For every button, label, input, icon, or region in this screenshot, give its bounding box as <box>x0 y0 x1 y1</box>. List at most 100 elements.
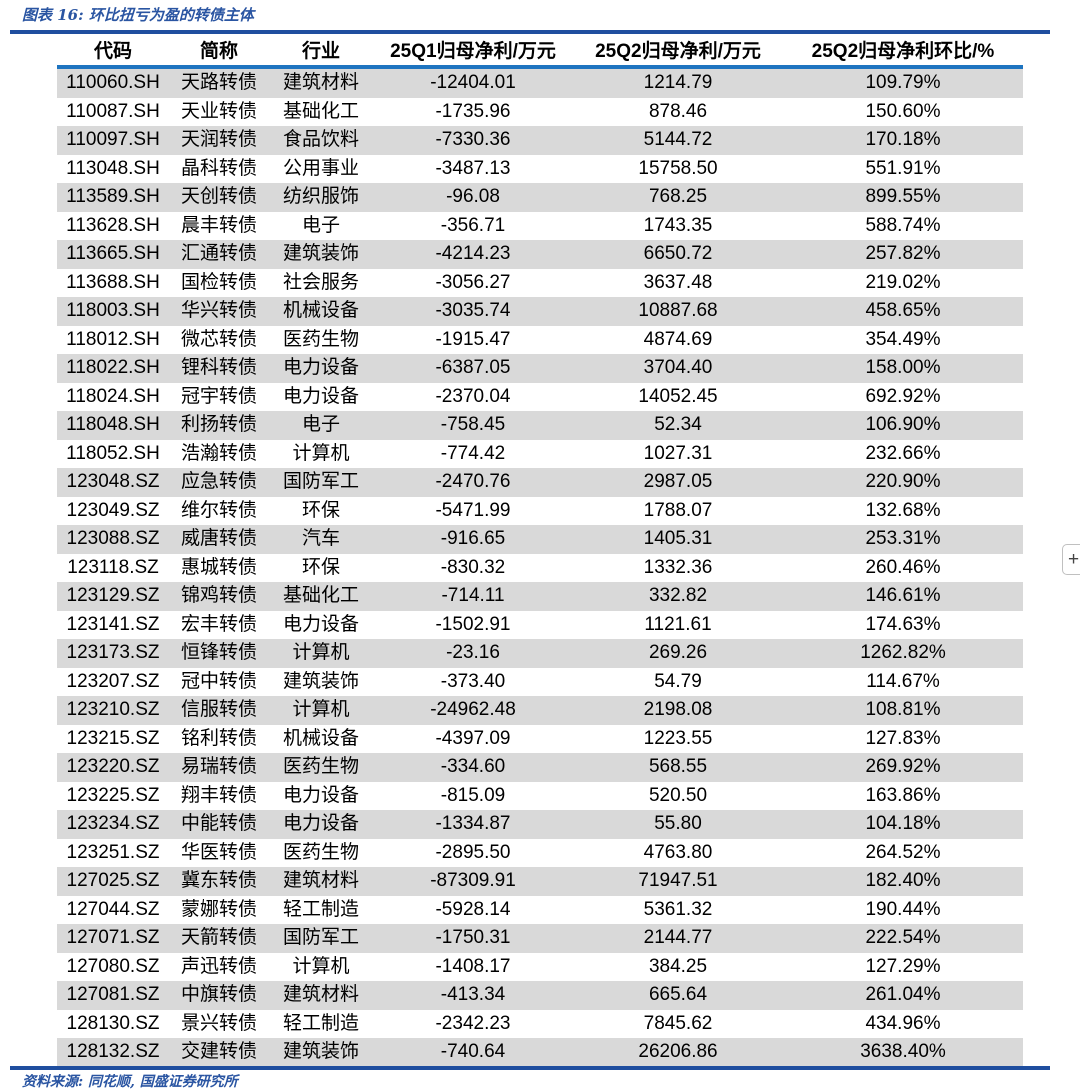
table-cell: -334.60 <box>440 756 506 777</box>
table-cell: 123048.SZ <box>66 471 160 492</box>
table-cell: 电力设备 <box>282 813 359 834</box>
table-cell: 127025.SZ <box>66 870 160 891</box>
table-cell: 113589.SH <box>66 186 160 207</box>
table-cell: 118012.SH <box>66 328 160 350</box>
table-cell: 110087.SH <box>66 100 160 122</box>
table-cell: 医药生物 <box>282 756 359 777</box>
table-cell: 国防军工 <box>282 471 359 492</box>
table-cell: 机械设备 <box>282 300 359 321</box>
table-cell: 华兴转债 <box>180 300 257 321</box>
table-cell: 环保 <box>301 499 340 521</box>
table-cell: 1121.61 <box>644 613 712 635</box>
source-note: 资料来源: 同花顺, 国盛证券研究所 <box>22 1074 238 1090</box>
table-cell: 1332.36 <box>643 556 713 578</box>
table-cell: 260.46% <box>865 556 941 578</box>
table-cell: 轻工制造 <box>282 1012 359 1034</box>
table-cell: 123141.SZ <box>66 613 160 635</box>
table-cell: -24962.48 <box>430 699 516 720</box>
table-cell: -815.09 <box>440 784 506 806</box>
table-cell: -1334.87 <box>435 813 511 834</box>
table-cell: 113688.SH <box>66 271 160 293</box>
table-cell: -96.08 <box>446 186 500 207</box>
table-cell: 588.74% <box>865 214 941 236</box>
table-cell: 123173.SZ <box>66 642 160 663</box>
table-cell: -3487.13 <box>435 157 511 179</box>
table-row: 123141.SZ 宏丰转债 电力设备 -1502.91 1121.61 174.63% <box>57 611 1023 640</box>
table-cell: -4214.23 <box>435 243 511 264</box>
table-row: 127081.SZ 中旗转债 建筑材料 -413.34 665.64 261.04% <box>57 981 1023 1010</box>
table-cell: -5471.99 <box>435 499 511 521</box>
table-cell: -87309.91 <box>430 870 516 891</box>
table-cell: 电力设备 <box>282 357 359 378</box>
table-cell: 翔丰转债 <box>180 784 257 806</box>
table-cell: 基础化工 <box>282 585 359 606</box>
table-cell: -1735.96 <box>435 100 511 122</box>
table-cell: 1788.07 <box>643 499 713 521</box>
table-cell: -4397.09 <box>435 727 511 749</box>
table-cell: 354.49% <box>865 328 941 350</box>
table-cell: 264.52% <box>865 841 941 863</box>
table-cell: -7330.36 <box>435 129 511 150</box>
table-cell: 蒙娜转债 <box>180 898 257 920</box>
table-row: 113665.SH 汇通转债 建筑装饰 -4214.23 6650.72 257.82% <box>57 240 1023 269</box>
data-table: 代码 简称 行业 25Q1归母净利/万元 25Q2归母净利/万元 25Q2归母净利环比/%… <box>57 38 1023 1067</box>
table-cell: 127081.SZ <box>66 984 160 1005</box>
table-cell: -6387.05 <box>435 357 511 378</box>
table-row: 113628.SH 晨丰转债 电子 -356.71 1743.35 588.74% <box>57 212 1023 241</box>
header-cell: 简称 <box>199 41 238 62</box>
table-cell: 电力设备 <box>282 385 359 407</box>
table-row: 127044.SZ 蒙娜转债 轻工制造 -5928.14 5361.32 190.44% <box>57 896 1023 925</box>
table-cell: -1915.47 <box>435 328 511 350</box>
table-row: 123118.SZ 惠城转债 环保 -830.32 1332.36 260.46% <box>57 554 1023 583</box>
expand-button[interactable]: + <box>1062 544 1080 575</box>
table-cell: 建筑材料 <box>282 72 359 93</box>
table-cell: 天润转债 <box>180 129 257 150</box>
table-cell: 7845.62 <box>643 1012 713 1034</box>
table-row: 123088.SZ 威唐转债 汽车 -916.65 1405.31 253.31% <box>57 525 1023 554</box>
table-cell: 127.29% <box>865 955 941 977</box>
table-cell: 170.18% <box>865 129 941 150</box>
table-cell: 190.44% <box>865 898 941 920</box>
table-cell: 219.02% <box>865 271 941 293</box>
table-cell: 127080.SZ <box>66 955 160 977</box>
table-cell: -714.11 <box>441 585 505 606</box>
table-cell: 106.90% <box>865 414 941 435</box>
table-cell: 电子 <box>301 414 340 435</box>
table-cell: 52.34 <box>654 414 702 435</box>
table-cell: -1750.31 <box>435 927 511 948</box>
table-cell: 4874.69 <box>643 328 713 350</box>
table-cell: 182.40% <box>865 870 941 891</box>
table-cell: 71947.51 <box>638 870 718 891</box>
table-cell: 692.92% <box>865 385 941 407</box>
table-cell: 434.96% <box>865 1012 941 1034</box>
table-cell: 交建转债 <box>180 1041 257 1062</box>
table-cell: 天创转债 <box>180 186 257 207</box>
table-row: 128130.SZ 景兴转债 轻工制造 -2342.23 7845.62 434.96% <box>57 1010 1023 1039</box>
bottom-rule <box>10 1066 1050 1070</box>
table-cell: 123215.SZ <box>66 727 160 749</box>
table-row: 118012.SH 微芯转债 医药生物 -1915.47 4874.69 354.49% <box>57 326 1023 355</box>
table-cell: 54.79 <box>654 670 702 692</box>
table-cell: 118024.SH <box>66 385 160 407</box>
table-cell: 113665.SH <box>66 243 160 264</box>
table-cell: 332.82 <box>648 585 708 606</box>
table-cell: 127071.SZ <box>66 927 160 948</box>
table-cell: 医药生物 <box>282 841 359 863</box>
table-cell: 222.54% <box>865 927 941 948</box>
table-cell: 55.80 <box>654 813 702 834</box>
table-cell: 232.66% <box>865 442 941 464</box>
table-cell: 电力设备 <box>282 784 359 806</box>
table-cell: 机械设备 <box>282 727 359 749</box>
table-cell: 国防军工 <box>282 927 359 948</box>
table-row: 127071.SZ 天箭转债 国防军工 -1750.31 2144.77 222.54% <box>57 924 1023 953</box>
table-cell: 利扬转债 <box>180 414 257 435</box>
table-row: 118003.SH 华兴转债 机械设备 -3035.74 10887.68 458.65% <box>57 297 1023 326</box>
table-row: 118022.SH 锂科转债 电力设备 -6387.05 3704.40 158.00% <box>57 354 1023 383</box>
table-cell: 天箭转债 <box>180 927 257 948</box>
table-cell: -2342.23 <box>435 1012 511 1034</box>
table-cell: 14052.45 <box>638 385 718 407</box>
table-cell: 127044.SZ <box>66 898 160 920</box>
table-cell: -774.42 <box>440 442 506 464</box>
table-cell: 锦鸡转债 <box>180 585 257 606</box>
table-cell: 1223.55 <box>643 727 713 749</box>
